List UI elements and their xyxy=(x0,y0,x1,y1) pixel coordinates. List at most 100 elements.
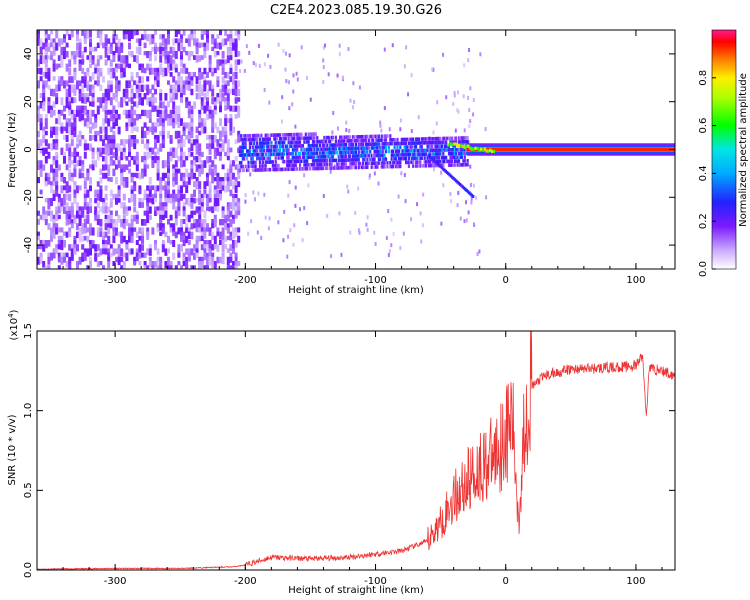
spectrogram-cell xyxy=(44,118,48,124)
spectrogram-cell xyxy=(450,151,453,156)
spectrogram-cell xyxy=(44,72,48,79)
spectrogram-cell xyxy=(125,177,129,184)
spectrogram-cell xyxy=(112,130,116,138)
spectrogram-cell xyxy=(115,210,118,217)
spectrogram-cell xyxy=(237,34,241,41)
spectrogram-cell xyxy=(485,195,488,200)
spectrogram-cell xyxy=(393,157,396,161)
spectrogram-cell xyxy=(120,67,124,74)
spectrogram-cell xyxy=(42,261,46,268)
spectrogram-cell xyxy=(91,46,95,53)
spectrogram-cell xyxy=(208,164,212,173)
spectrogram-cell xyxy=(472,147,476,151)
spectrogram-cell xyxy=(55,244,59,251)
spectrogram-cell xyxy=(359,154,362,158)
spectrogram-cell xyxy=(76,51,79,58)
spectrogram-cell xyxy=(437,148,441,152)
spectrogram-cell xyxy=(377,138,380,142)
spectrogram-cell xyxy=(387,141,390,146)
spectrogram-cell xyxy=(360,138,363,143)
spectrogram-cell xyxy=(107,46,111,55)
spectrogram-cell xyxy=(374,149,378,154)
spectrogram-cell xyxy=(367,153,370,158)
spectrogram-cell xyxy=(78,219,82,227)
spectrogram-cell xyxy=(267,144,270,149)
spectrogram-cell xyxy=(399,127,402,132)
spectrogram-cell xyxy=(206,143,209,149)
spectrogram-cell xyxy=(203,240,207,248)
spectrogram-cell xyxy=(383,153,386,158)
spectrogram-cell xyxy=(417,160,421,164)
spectrogram-cell xyxy=(285,79,288,84)
spectrogram-cell xyxy=(224,101,228,107)
spectrogram-cell xyxy=(258,145,262,149)
spectrogram-cell xyxy=(452,176,455,180)
spectrogram-cell xyxy=(291,163,295,168)
spectrogram-cell xyxy=(190,126,194,134)
spectrogram-cell xyxy=(91,160,95,168)
spectrogram-cell xyxy=(284,133,287,137)
spectrogram-cell xyxy=(442,152,445,156)
spectrogram-cell xyxy=(311,136,315,140)
spectrogram-cell xyxy=(44,114,48,121)
spectrogram-cell xyxy=(364,150,368,154)
spectrogram-cell xyxy=(360,154,363,158)
spectrogram-cell xyxy=(151,227,155,235)
spectrogram-cell xyxy=(247,137,250,142)
spectrogram-cell xyxy=(44,80,48,88)
spectrogram-cell xyxy=(167,189,170,195)
spectrogram-cell xyxy=(270,160,273,164)
spectrogram-cell xyxy=(382,157,385,161)
spectrogram-cell xyxy=(237,30,241,36)
spectrogram-cell xyxy=(83,139,87,148)
spectrogram-cell xyxy=(211,160,215,168)
spectrogram-cell xyxy=(320,147,323,152)
spectrogram-cell xyxy=(229,160,233,169)
spectrogram-cell xyxy=(44,55,48,64)
spectrogram-cell xyxy=(50,181,53,188)
spectrogram-cell xyxy=(161,223,165,231)
spectrogram-cell xyxy=(463,155,466,159)
spectrogram-cell xyxy=(226,55,230,64)
spectrogram-cell xyxy=(353,158,356,162)
spectrogram-cell xyxy=(135,80,139,88)
spectrogram-cell xyxy=(380,138,383,142)
spectrogram-cell xyxy=(37,130,40,138)
spectrogram-cell xyxy=(161,34,165,40)
spectrogram-cell xyxy=(39,189,43,195)
spectrogram-cell xyxy=(241,137,244,142)
spectrogram-cell xyxy=(404,160,408,165)
spectrogram-cell xyxy=(52,181,56,186)
spectrogram-cell xyxy=(451,175,454,179)
spectrogram-cell xyxy=(232,214,235,222)
spectrogram-cell xyxy=(453,159,456,163)
spectrogram-cell xyxy=(317,158,320,163)
spectrogram-cell xyxy=(151,261,155,269)
spectrogram-cell xyxy=(263,168,266,172)
spectrogram-cell xyxy=(109,114,113,122)
spectrogram-cell xyxy=(148,198,152,203)
spectrogram-cell xyxy=(380,161,383,165)
spectrogram-cell xyxy=(319,151,322,155)
spectrogram-cell xyxy=(203,30,207,36)
spectrogram-cell xyxy=(141,139,144,144)
spectrogram-cell xyxy=(174,30,178,38)
spectrogram-cell xyxy=(117,143,121,152)
spectrogram-cell xyxy=(73,126,77,135)
spectrogram-cell xyxy=(109,202,113,208)
spectrogram-cell xyxy=(221,227,225,233)
spectrogram-cell xyxy=(169,63,173,71)
spectrogram-cell xyxy=(352,81,355,86)
spectrogram-cell xyxy=(221,67,225,76)
spectrogram-cell xyxy=(409,160,412,165)
spectrogram-cell xyxy=(383,47,386,52)
spectrogram-cell xyxy=(469,183,472,188)
spectrogram-cell xyxy=(177,130,181,139)
spectrogram-cell xyxy=(146,265,150,269)
spectrogram-cell xyxy=(469,86,472,91)
spectrogram-cell xyxy=(229,202,233,210)
spectrogram-cell xyxy=(42,59,46,64)
spectrogram-cell xyxy=(321,151,325,155)
spectrogram-cell xyxy=(206,30,209,37)
